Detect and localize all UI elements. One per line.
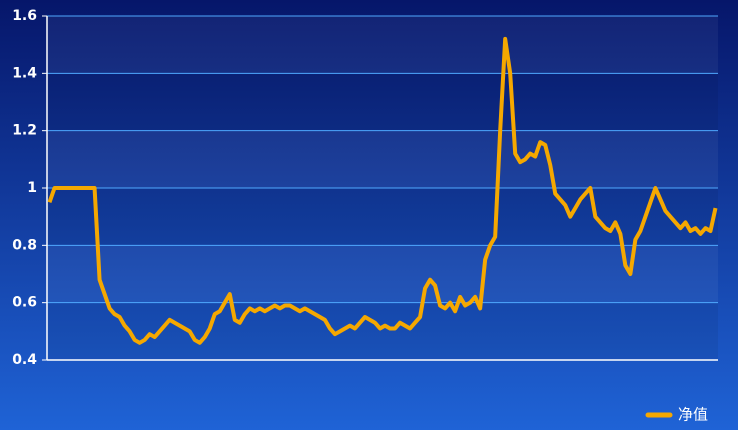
plot-band (47, 130, 718, 188)
y-tick-label: 0.8 (12, 237, 37, 253)
legend-label: 净值 (678, 406, 708, 424)
y-tick-label: 1.4 (12, 65, 37, 81)
plot-band (47, 188, 718, 246)
y-tick-label: 0.6 (12, 295, 37, 311)
y-tick-label: 0.4 (12, 352, 37, 368)
plot-band (47, 16, 718, 74)
y-tick-label: 1.2 (12, 123, 37, 139)
y-tick-label: 1 (27, 180, 37, 196)
plot-band (47, 302, 718, 360)
plot-band (47, 245, 718, 303)
y-tick-label: 1.6 (12, 8, 37, 24)
plot-band (47, 73, 718, 131)
data-line (47, 36, 718, 345)
